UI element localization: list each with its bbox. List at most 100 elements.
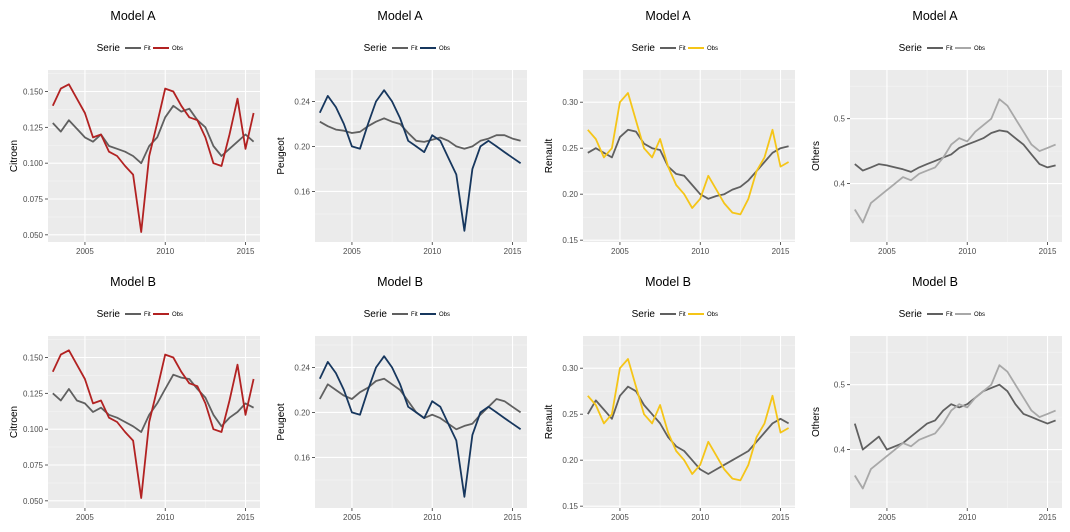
panel-title: Model B [110, 275, 156, 289]
y-axis-label: Others [811, 141, 822, 171]
plot-background [48, 336, 260, 508]
chart-svg: Model A Serie Fit Obs 0.15 0.20 0.25 0.30 2005 20… [544, 9, 795, 256]
panel-title: Model A [645, 9, 691, 23]
series-obs-line [51, 83, 255, 233]
legend-fit-label: Fit [679, 312, 686, 318]
panel-model-b-citroen: Model B Serie Fit Obs 0.050 0.075 0.100 0.125 0.… [0, 266, 267, 532]
legend-obs-label: Obs [172, 312, 183, 318]
plot-background [850, 70, 1062, 242]
x-tick-label: 2010 [691, 513, 709, 522]
x-tick-label: 2015 [504, 513, 522, 522]
y-tick-label: 0.20 [294, 142, 310, 151]
y-tick-label: 0.4 [834, 180, 846, 189]
x-tick-label: 2005 [878, 247, 896, 256]
legend-obs-label: Obs [439, 312, 450, 318]
y-tick-label: 0.16 [294, 187, 310, 196]
x-tick-label: 2015 [237, 247, 255, 256]
legend-fit-label: Fit [144, 46, 151, 52]
y-tick-label: 0.5 [834, 381, 846, 390]
panel-model-b-peugeot: Model B Serie Fit Obs 0.16 0.20 0.24 2005 2010 20… [267, 266, 534, 532]
y-tick-label: 0.075 [23, 195, 44, 204]
x-tick-label: 2015 [772, 513, 790, 522]
legend-fit-label: Fit [144, 312, 151, 318]
y-tick-label: 0.24 [294, 363, 310, 372]
x-tick-label: 2015 [504, 247, 522, 256]
legend-title: Serie [899, 43, 923, 54]
panel-title: Model A [110, 9, 156, 23]
panel-title: Model A [912, 9, 958, 23]
y-axis-label: Renault [544, 405, 555, 440]
x-tick-label: 2010 [691, 247, 709, 256]
plot-background [315, 70, 527, 242]
panel-title: Model A [377, 9, 423, 23]
y-tick-label: 0.100 [23, 159, 44, 168]
panel-title: Model B [645, 275, 691, 289]
panel-title: Model B [912, 275, 958, 289]
legend-title: Serie [632, 43, 656, 54]
panel-model-b-renault: Model B Serie Fit Obs 0.15 0.20 0.25 0.30 2005 20… [535, 266, 802, 532]
series-fit-line [319, 117, 521, 150]
legend-obs-label: Obs [439, 46, 450, 52]
y-axis-label: Peugeot [276, 137, 287, 174]
x-tick-label: 2010 [423, 247, 441, 256]
y-axis-label: Renault [544, 139, 555, 174]
series-obs-line [318, 355, 522, 498]
chart-svg: Model A Serie Fit Obs 0.16 0.20 0.24 2005 2010 20… [276, 9, 527, 256]
legend-title: Serie [364, 309, 388, 320]
x-tick-label: 2015 [237, 513, 255, 522]
legend-title: Serie [899, 309, 923, 320]
chart-svg: Model A Serie Fit Obs 0.4 0.5 2005 2010 2015 Othe… [811, 9, 1062, 256]
series-obs-line [854, 364, 1056, 490]
y-tick-label: 0.150 [23, 88, 44, 97]
chart-svg: Model B Serie Fit Obs 0.050 0.075 0.100 0.125 0.… [9, 275, 260, 522]
x-tick-label: 2005 [878, 513, 896, 522]
chart-svg: Model A Serie Fit Obs 0.050 0.075 0.100 0.125 0.… [9, 9, 260, 256]
panel-title: Model B [377, 275, 423, 289]
x-tick-label: 2005 [76, 513, 94, 522]
legend-obs-label: Obs [707, 46, 718, 52]
plot-background [583, 336, 795, 508]
y-tick-label: 0.25 [562, 410, 578, 419]
chart-svg: Model B Serie Fit Obs 0.16 0.20 0.24 2005 2010 20… [276, 275, 527, 522]
y-tick-label: 0.5 [834, 115, 846, 124]
y-tick-label: 0.050 [23, 231, 44, 240]
y-tick-label: 0.075 [23, 461, 44, 470]
x-tick-label: 2005 [611, 513, 629, 522]
x-tick-label: 2015 [772, 247, 790, 256]
legend-obs-label: Obs [974, 312, 985, 318]
y-axis-label: Citroen [9, 406, 20, 438]
x-tick-label: 2005 [343, 247, 361, 256]
x-tick-label: 2015 [1039, 247, 1057, 256]
chart-svg: Model B Serie Fit Obs 0.4 0.5 2005 2010 2015 Othe… [811, 275, 1062, 522]
y-tick-label: 0.125 [23, 123, 44, 132]
chart-svg: Model B Serie Fit Obs 0.15 0.20 0.25 0.30 2005 20… [544, 275, 795, 522]
y-tick-label: 0.100 [23, 425, 44, 434]
legend-title: Serie [364, 43, 388, 54]
y-tick-label: 0.4 [834, 446, 846, 455]
series-obs-line [854, 98, 1056, 224]
series-obs-line [587, 358, 790, 482]
y-axis-label: Others [811, 407, 822, 437]
x-tick-label: 2015 [1039, 513, 1057, 522]
series-obs-line [587, 92, 790, 216]
legend-obs-label: Obs [974, 46, 985, 52]
y-tick-label: 0.050 [23, 497, 44, 506]
y-tick-label: 0.24 [294, 97, 310, 106]
y-tick-label: 0.15 [562, 236, 578, 245]
y-axis-label: Peugeot [276, 403, 287, 440]
plot-background [48, 70, 260, 242]
legend-title: Serie [97, 43, 121, 54]
panel-model-a-peugeot: Model A Serie Fit Obs 0.16 0.20 0.24 2005 2010 20… [267, 0, 534, 266]
x-tick-label: 2010 [958, 247, 976, 256]
y-tick-label: 0.20 [562, 456, 578, 465]
plot-background [850, 336, 1062, 508]
legend-obs-label: Obs [707, 312, 718, 318]
y-axis-label: Citroen [9, 140, 20, 172]
y-tick-label: 0.20 [562, 190, 578, 199]
x-tick-label: 2010 [156, 247, 174, 256]
y-tick-label: 0.16 [294, 453, 310, 462]
y-tick-label: 0.20 [294, 408, 310, 417]
panel-model-a-renault: Model A Serie Fit Obs 0.15 0.20 0.25 0.30 2005 20… [535, 0, 802, 266]
y-tick-label: 0.15 [562, 502, 578, 511]
plot-background [583, 70, 795, 242]
